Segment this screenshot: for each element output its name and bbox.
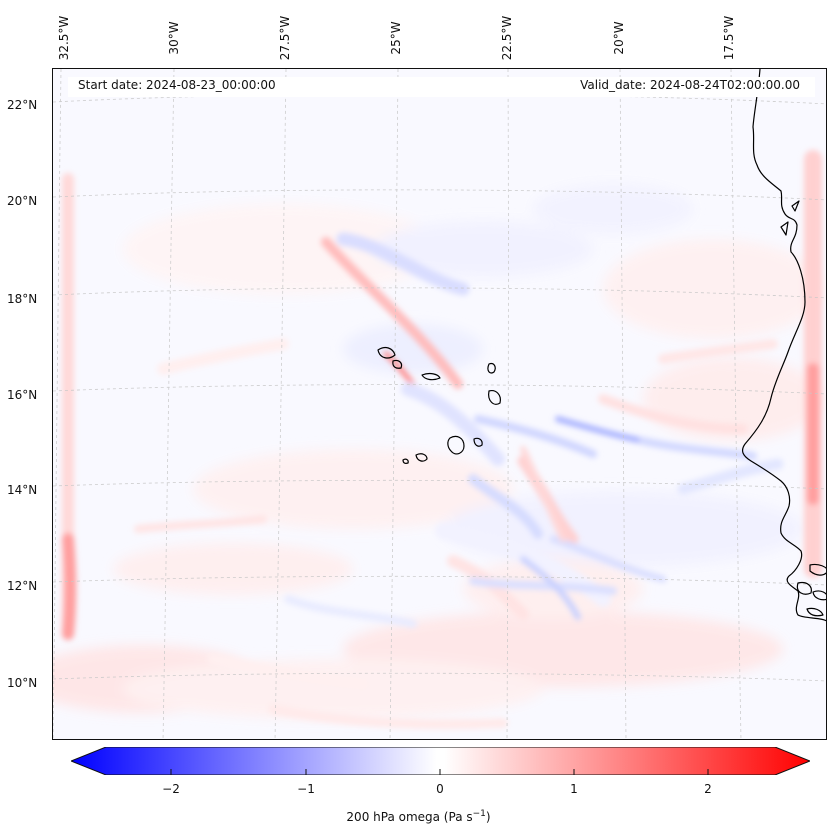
lat-label-16n: 16°N <box>7 388 38 402</box>
lon-label-17-5w: 17.5°W <box>722 15 736 61</box>
graticule-lat-20n <box>53 189 826 201</box>
broad-anomaly-fields <box>53 184 823 719</box>
lat-label-20n: 20°N <box>7 194 38 208</box>
bissagos-islet-1 <box>796 581 812 595</box>
lon-label-27-5w: 27.5°W <box>278 15 292 61</box>
omega-field-map <box>53 69 826 739</box>
sal-island <box>487 362 496 374</box>
colorbar-label-end: ) <box>485 810 491 824</box>
colorbar-tick-marks <box>170 769 709 775</box>
graticule-lon-20w <box>619 69 627 739</box>
colorbar-tick-0: 0 <box>436 782 444 796</box>
lon-label-20w: 20°W <box>612 21 626 55</box>
graticule-lon-27-5w <box>274 69 287 739</box>
colorbar-tick-2: 2 <box>704 782 712 796</box>
graticule-lat-18n <box>53 287 826 299</box>
sao-vicente-island <box>392 359 403 369</box>
graticule-lat-14n <box>53 479 826 490</box>
fogo-island <box>415 453 428 462</box>
colorbar-label: 200 hPa omega (Pa s−1) <box>0 807 837 824</box>
colorbar-scale <box>71 747 810 775</box>
boa-vista-island <box>488 390 501 405</box>
graticule-lon-30w <box>162 69 175 739</box>
africa-coastline <box>741 69 826 622</box>
colorbar <box>71 747 810 775</box>
lon-label-22-5w: 22.5°W <box>500 15 514 61</box>
header-bar <box>68 77 815 97</box>
graticule-lon-17-5w <box>730 69 742 739</box>
valid-date-text: Valid_date: 2024-08-24T02:00:00.00 <box>580 78 800 92</box>
lat-label-12n: 12°N <box>7 579 38 593</box>
santiago-island <box>447 435 465 455</box>
graticule-lon-25w <box>389 69 399 739</box>
lat-label-22n: 22°N <box>7 98 38 112</box>
bissagos-islet-3 <box>806 607 824 617</box>
lat-label-18n: 18°N <box>7 292 38 306</box>
sao-nicolau-island <box>421 372 441 381</box>
lat-label-10n: 10°N <box>7 676 38 690</box>
graticule-lat-16n <box>53 384 826 395</box>
colorbar-gradient <box>71 747 810 775</box>
colorbar-tick-1: 1 <box>570 782 578 796</box>
graticule-lon-22-5w <box>506 69 509 739</box>
coastlines <box>377 69 826 622</box>
brava-island <box>402 458 409 464</box>
graticule-lon-32-5w <box>53 69 62 739</box>
colorbar-label-exponent: −1 <box>472 809 486 819</box>
graticule-lat-10n <box>53 672 826 682</box>
lon-label-32-5w: 32.5°W <box>57 15 71 61</box>
lat-label-14n: 14°N <box>7 483 38 497</box>
start-date-text: Start date: 2024-08-23_00:00:00 <box>78 78 276 92</box>
colorbar-tick-minus-1: −1 <box>297 782 315 796</box>
graticule-lat-12n <box>53 575 826 586</box>
bissagos-islet-2 <box>812 590 826 601</box>
coastal-islets <box>780 200 800 236</box>
map-panel: Start date: 2024-08-23_00:00:00 Valid_da… <box>52 68 827 740</box>
colorbar-label-main: 200 hPa omega (Pa s <box>346 810 473 824</box>
narrow-omega-bands <box>62 150 823 730</box>
lon-label-30w: 30°W <box>167 21 181 55</box>
maio-island <box>473 437 483 447</box>
gulf-coast-inlet <box>809 563 826 576</box>
lon-label-25w: 25°W <box>389 21 403 55</box>
santo-antao-island <box>377 346 396 359</box>
colorbar-tick-minus-2: −2 <box>162 782 180 796</box>
